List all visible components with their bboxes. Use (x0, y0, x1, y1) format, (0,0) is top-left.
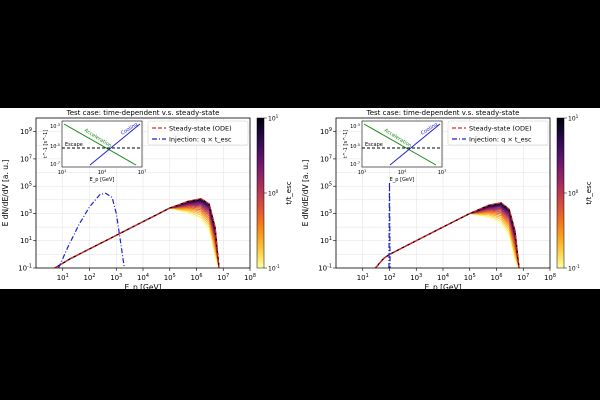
steady-state-line (375, 202, 520, 268)
colorbar-tick-label: 10-1 (568, 264, 580, 273)
colorbar-bar (256, 117, 265, 269)
legend-label: Steady-state (ODE) (169, 125, 232, 133)
cooling-line (89, 123, 141, 166)
x-tick-label: 108 (544, 273, 556, 282)
colorbar: 101 100 10-1 t/t_esc (556, 114, 593, 273)
y-tick-label: 103 (320, 209, 332, 218)
inset-label-escape: Escape (365, 142, 383, 148)
inset-x-tick-label: 104 (398, 169, 407, 176)
x-tick-label: 106 (190, 273, 202, 282)
x-axis-label: E_p [GeV] (124, 283, 161, 292)
injection-line (388, 182, 391, 268)
colorbar-label: t/t_esc (285, 181, 293, 204)
inset-y-tick-label: 10-5 (50, 143, 60, 150)
x-tick-label: 102 (83, 273, 95, 282)
colorbar-tick-label: 101 (568, 114, 579, 123)
colorbar-bar (556, 117, 565, 269)
y-tick-label: 105 (320, 182, 332, 191)
y-tick-label: 107 (20, 154, 32, 163)
inset-x-tick-label: 107 (438, 169, 447, 176)
colorbar-tick-label: 100 (568, 189, 579, 198)
inset-y-tick-label: 10-5 (350, 143, 360, 150)
x-axis-label: E_p [GeV] (424, 283, 461, 292)
x-tick-label: 103 (410, 273, 422, 282)
steady-state-line (54, 198, 220, 268)
x-tick-label: 107 (517, 273, 529, 282)
y-axis-label: E dN/dE/dV [a. u.] (1, 160, 10, 227)
y-tick-label: 10-1 (318, 263, 332, 272)
x-tick-label: 106 (490, 273, 502, 282)
cooling-line (389, 123, 441, 166)
inset-frame (361, 120, 443, 168)
colorbar-tick-label: 100 (268, 189, 279, 198)
inset-x-tick-label: 101 (358, 169, 367, 176)
legend-label: Injection: q × t_esc (169, 136, 232, 144)
acceleration-line (63, 123, 137, 166)
inset-x-label: E_p [GeV] (90, 177, 115, 183)
y-tick-label: 101 (20, 236, 32, 245)
inset-y-tick-label: 10-7 (350, 161, 360, 168)
inset-x-tick-label: 101 (58, 169, 67, 176)
y-tick-label: 109 (320, 127, 332, 136)
panel-2: Test case: time-dependent v.s. steady-st… (300, 108, 600, 292)
inset-y-tick-label: 10-7 (50, 161, 60, 168)
inset-x-tick-label: 107 (138, 169, 147, 176)
inset-label-escape: Escape (65, 142, 83, 148)
y-tick-label: 101 (320, 236, 332, 245)
x-tick-label: 101 (357, 273, 369, 282)
x-tick-label: 103 (110, 273, 122, 282)
chart-title: Test case: time-dependent v.s. steady-st… (366, 109, 520, 117)
injection-line (58, 192, 125, 268)
legend-label: Injection: q × t_esc (469, 136, 532, 144)
y-axis-label: E dN/dE/dV [a. u.] (301, 160, 310, 227)
x-tick-label: 105 (464, 273, 476, 282)
x-tick-label: 104 (437, 273, 449, 282)
colorbar-tick-label: 101 (268, 114, 279, 123)
y-tick-label: 109 (20, 127, 32, 136)
inset-x-label: E_p [GeV] (390, 177, 415, 183)
chart-title: Test case: time-dependent v.s. steady-st… (66, 109, 220, 117)
inset-y-label: t^-1 [s^-1] (43, 130, 49, 158)
inset-x-tick-label: 104 (98, 169, 107, 176)
x-tick-label: 104 (137, 273, 149, 282)
y-tick-label: 107 (320, 154, 332, 163)
colorbar: 101 100 10-1 t/t_esc (256, 114, 293, 273)
y-tick-label: 105 (20, 182, 32, 191)
legend: Steady-state (ODE) Injection: q × t_esc (447, 120, 549, 146)
plot-area (375, 182, 520, 268)
inset-y-tick-label: 10-3 (50, 123, 60, 130)
x-tick-label: 102 (383, 273, 395, 282)
legend-box (147, 120, 249, 146)
legend-label: Steady-state (ODE) (469, 125, 532, 133)
inset-y-tick-label: 10-3 (350, 123, 360, 130)
inset-y-label: t^-1 [s^-1] (343, 130, 349, 158)
legend-box (447, 120, 549, 146)
x-tick-label: 108 (244, 273, 256, 282)
colorbar-label: t/t_esc (585, 181, 593, 204)
y-tick-label: 103 (20, 209, 32, 218)
inset-frame (61, 120, 143, 168)
x-tick-label: 107 (217, 273, 229, 282)
colorbar-tick-label: 10-1 (268, 264, 280, 273)
acceleration-line (363, 123, 437, 166)
x-tick-label: 101 (57, 273, 69, 282)
y-tick-label: 10-1 (18, 263, 32, 272)
x-tick-label: 105 (164, 273, 176, 282)
plot-area (54, 192, 220, 268)
legend: Steady-state (ODE) Injection: q × t_esc (147, 120, 249, 146)
panel-1: Test case: time-dependent v.s. steady-st… (0, 108, 300, 292)
